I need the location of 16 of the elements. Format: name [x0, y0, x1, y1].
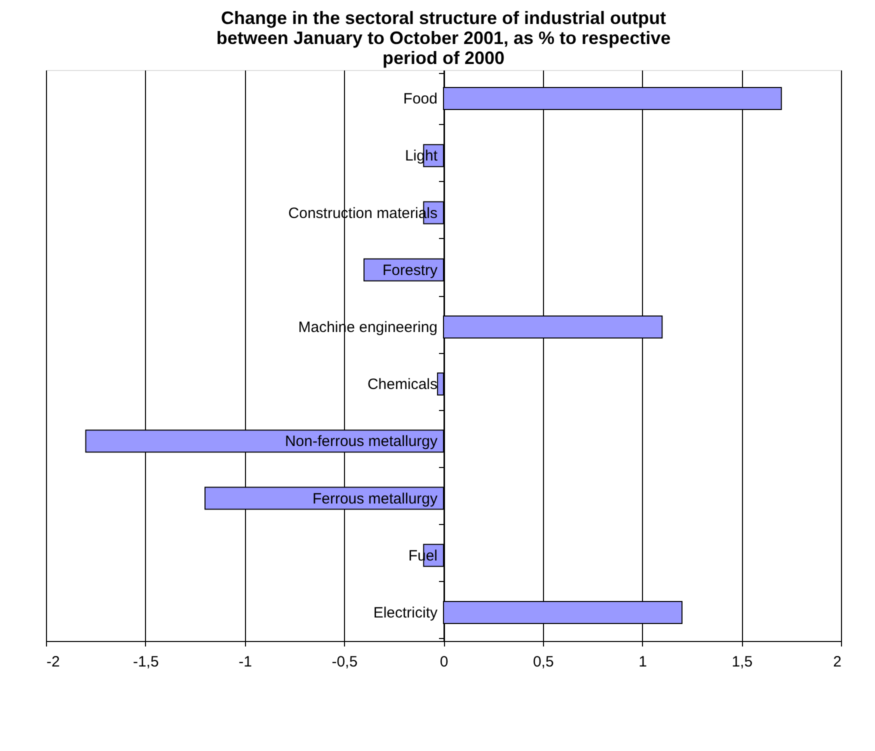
x-tick-label: 0: [440, 654, 448, 670]
y-tick-label: Ferrous metallurgy: [312, 490, 438, 508]
chart-title: Change in the sectoral structure of industrial output between January to October 2001, as % to respective period of 2000: [216, 8, 671, 68]
y-tick-label: Forestry: [382, 262, 438, 279]
y-tick-label: Electricity: [373, 604, 438, 622]
x-tick-label: -2: [46, 654, 60, 670]
x-tick-label: 0,5: [532, 654, 554, 670]
y-tick-label: Chemicals: [367, 376, 438, 394]
x-tick-label: 1: [638, 654, 647, 670]
x-tick-label: -1: [238, 654, 252, 670]
x-tick-label: -0,5: [332, 654, 358, 670]
y-tick-label: Non-ferrous metallurgy: [284, 433, 438, 450]
x-tick-label: -1,5: [132, 654, 159, 670]
y-tick-label: Food: [403, 90, 438, 108]
x-tick-label: 2: [833, 654, 842, 670]
x-tick-label: 1,5: [732, 654, 753, 670]
